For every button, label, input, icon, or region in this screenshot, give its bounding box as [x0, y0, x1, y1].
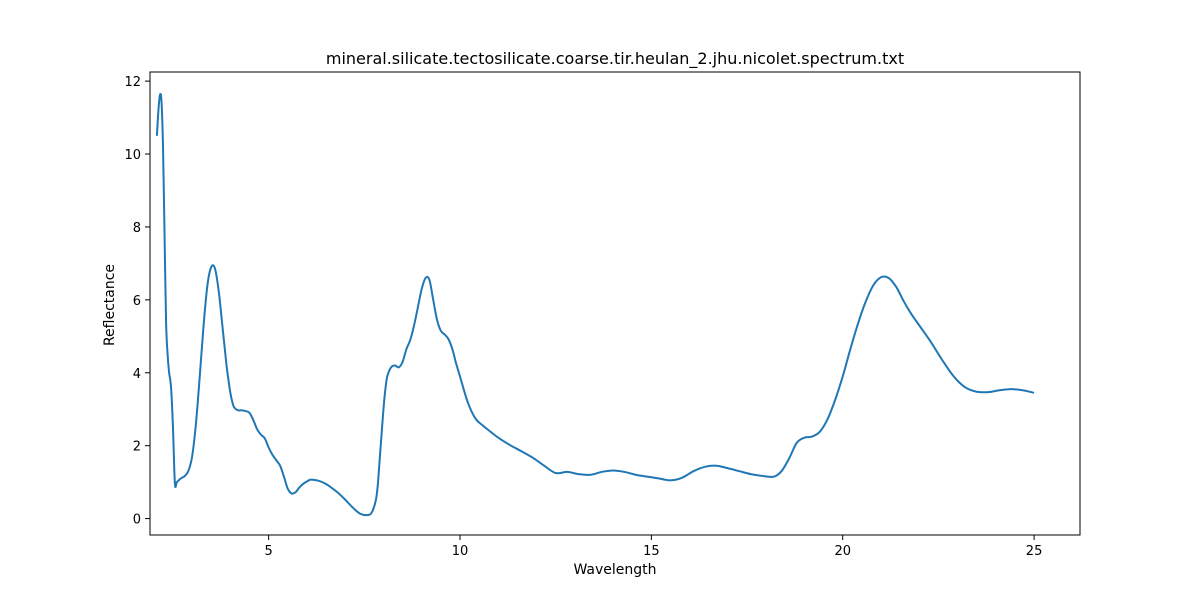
x-tick-label: 10: [452, 544, 469, 559]
series-layer: [155, 92, 1035, 517]
x-tick-label: 15: [643, 544, 660, 559]
y-tick-label: 4: [133, 367, 141, 382]
y-tick-label: 6: [133, 294, 141, 309]
y-axis-label: Reflectance: [102, 264, 118, 346]
axis-ticks: 5 10 15 20 25 0 2 4 6 8 10 12: [124, 75, 1042, 559]
y-tick-label: 0: [133, 513, 141, 528]
y-tick-label: 10: [124, 148, 141, 163]
plot-frame: [149, 71, 1081, 536]
chart-title: mineral.silicate.tectosilicate.coarse.ti…: [326, 49, 904, 69]
reflectance-series-line: [155, 92, 1035, 517]
x-tick-label: 5: [265, 544, 273, 559]
y-tick-label: 12: [124, 75, 141, 90]
x-tick-label: 25: [1026, 544, 1043, 559]
y-tick-label: 2: [133, 440, 141, 455]
x-axis-label: Wavelength: [573, 562, 656, 578]
x-tick-label: 20: [834, 544, 851, 559]
y-tick-label: 8: [133, 221, 141, 236]
